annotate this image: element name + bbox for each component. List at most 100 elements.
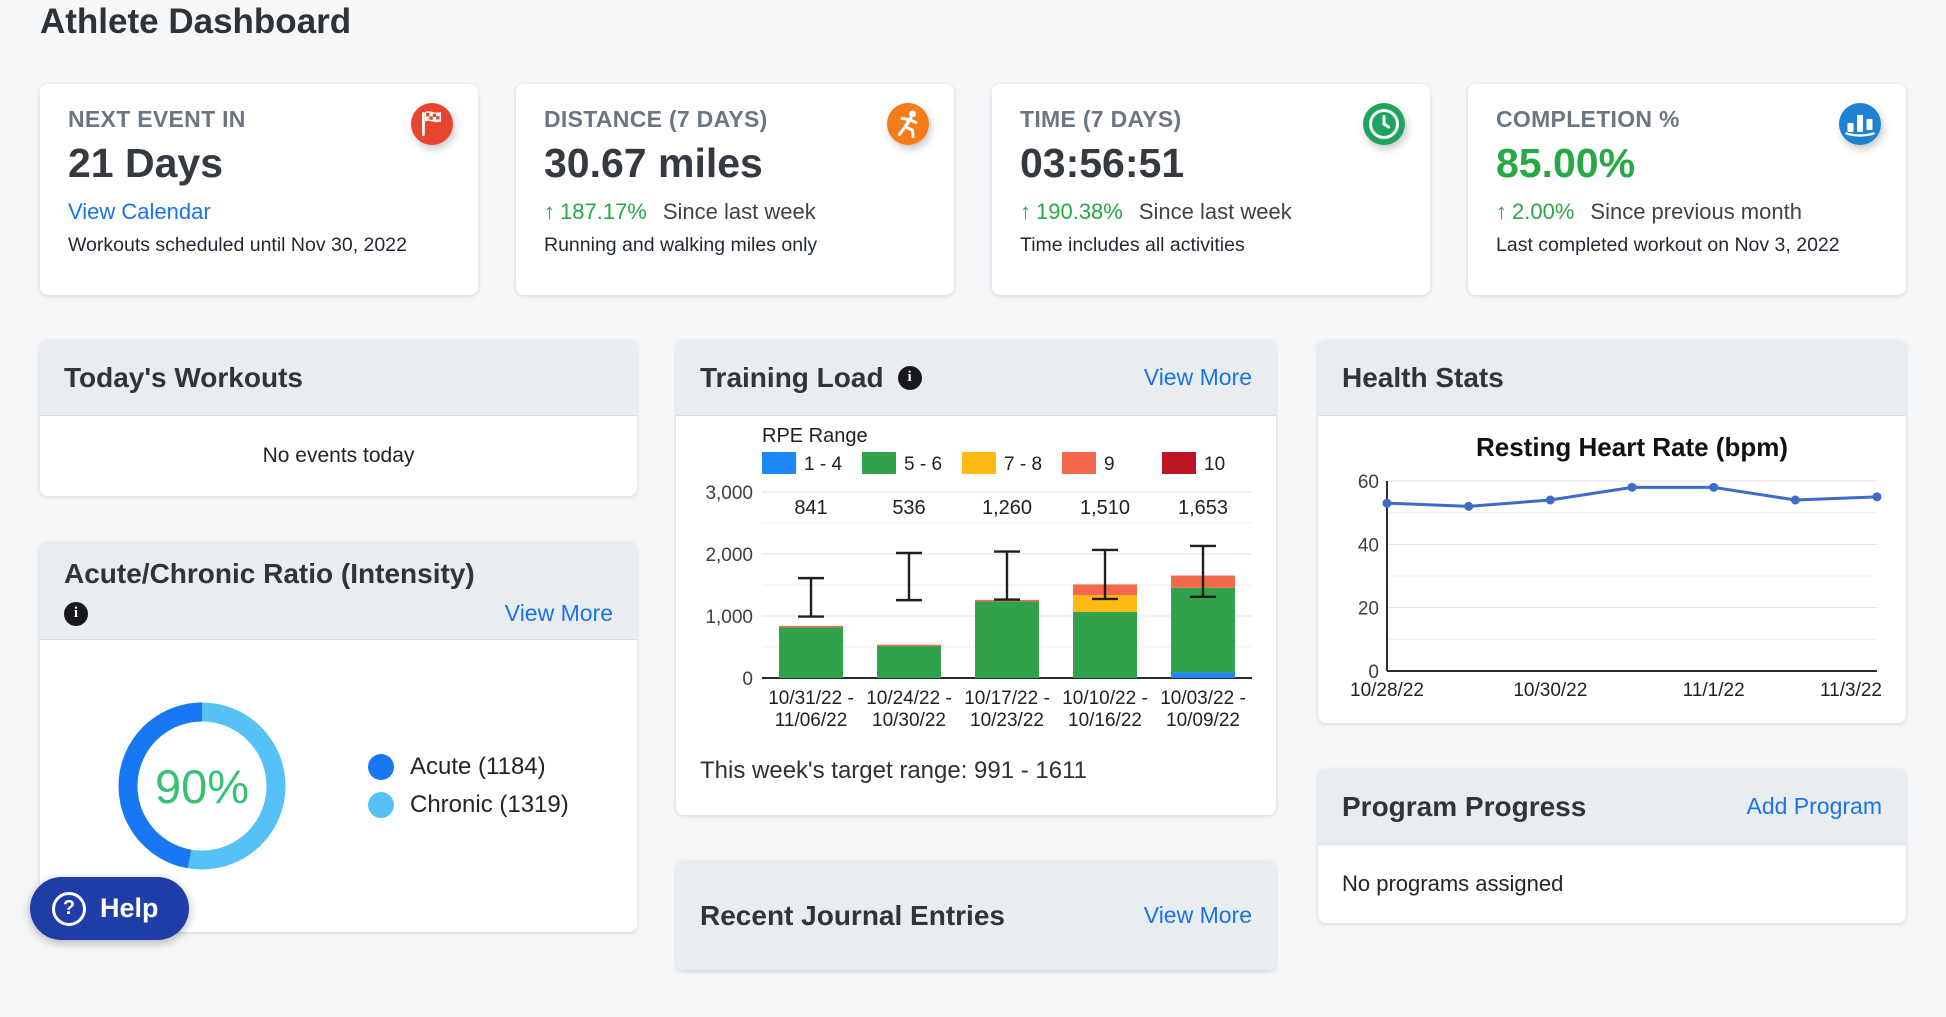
- resting-heart-rate-chart: Resting Heart Rate (bpm) 0 20 40 60 10/28/22 1…: [1350, 432, 1882, 701]
- svg-text:10/17/22 -: 10/17/22 -: [964, 688, 1050, 709]
- delta-note: Since previous month: [1590, 199, 1802, 225]
- legend-item-acute: Acute (1184): [368, 753, 569, 781]
- middle-column: Training Load i View More 0 1,000 2,000 3,0…: [676, 340, 1276, 1017]
- stat-label: DISTANCE (7 DAYS): [544, 106, 768, 132]
- chronic-dot-icon: [368, 792, 394, 818]
- stat-label: COMPLETION %: [1496, 106, 1680, 132]
- svg-text:10/30/22: 10/30/22: [872, 710, 946, 731]
- svg-text:Resting Heart Rate (bpm): Resting Heart Rate (bpm): [1476, 432, 1788, 462]
- stat-caption: Running and walking miles only: [544, 234, 818, 257]
- legend-item-chronic: Chronic (1319): [368, 791, 569, 819]
- program-progress-title: Program Progress: [1342, 790, 1587, 822]
- left-column: Today's Workouts No events today Acute/C…: [40, 340, 637, 978]
- delta-note: Since last week: [662, 199, 816, 225]
- svg-text:11/1/22: 11/1/22: [1683, 680, 1745, 701]
- finish-flag-icon: [410, 102, 454, 146]
- todays-workouts-title: Today's Workouts: [64, 361, 303, 393]
- info-icon[interactable]: i: [64, 601, 88, 626]
- stat-delta: ↑ 2.00% Since previous month: [1496, 199, 1878, 225]
- svg-text:10/24/22 -: 10/24/22 -: [866, 688, 952, 709]
- training-load-chart: 0 1,000 2,000 3,000 RPE Range 1 - 4 5 - 6 7 - 8…: [705, 425, 1252, 731]
- svg-text:1,260: 1,260: [982, 497, 1032, 519]
- program-progress-empty: No programs assigned: [1342, 871, 1564, 896]
- stat-caption: Time includes all activities: [1020, 234, 1245, 257]
- svg-text:10/30/22: 10/30/22: [1513, 680, 1587, 701]
- svg-text:3,000: 3,000: [705, 483, 753, 504]
- svg-text:7 - 8: 7 - 8: [1004, 454, 1042, 475]
- health-stats-card: Health Stats Resting Heart Rate (bpm) 0 20…: [1318, 340, 1906, 723]
- right-column: Health Stats Resting Heart Rate (bpm) 0 20…: [1318, 340, 1906, 969]
- info-icon[interactable]: i: [897, 365, 922, 390]
- help-label: Help: [100, 893, 159, 923]
- acute-chronic-title: Acute/Chronic Ratio (Intensity): [64, 558, 475, 589]
- delta-percent: 190.38%: [1036, 199, 1123, 225]
- legend-label: Acute (1184): [410, 753, 546, 780]
- svg-text:0: 0: [742, 669, 753, 690]
- stat-label: NEXT EVENT IN: [68, 106, 246, 132]
- svg-text:10/16/22: 10/16/22: [1068, 710, 1142, 731]
- stat-card-completion: COMPLETION % 85.00% ↑ 2.00% Since previo…: [1468, 84, 1906, 295]
- help-button[interactable]: ? Help: [30, 877, 189, 940]
- svg-text:10/28/22: 10/28/22: [1350, 680, 1424, 701]
- acute-chronic-donut-chart: 90%: [118, 702, 286, 870]
- stat-value: 03:56:51: [1020, 140, 1185, 186]
- stat-value: 21 Days: [68, 140, 224, 186]
- svg-text:2,000: 2,000: [705, 545, 753, 566]
- svg-text:11/06/22: 11/06/22: [775, 710, 848, 731]
- svg-text:40: 40: [1358, 535, 1379, 556]
- up-arrow-icon: ↑: [1020, 199, 1031, 225]
- question-mark-icon: ?: [52, 891, 86, 926]
- delta-note: Since last week: [1138, 199, 1292, 225]
- svg-text:10/31/22 -: 10/31/22 -: [768, 688, 854, 709]
- delta-percent: 187.17%: [560, 199, 647, 225]
- page-title: Athlete Dashboard: [40, 2, 352, 41]
- acute-chronic-card: Acute/Chronic Ratio (Intensity) i View M…: [40, 542, 637, 932]
- delta-percent: 2.00%: [1512, 199, 1575, 225]
- svg-text:10/23/22: 10/23/22: [970, 710, 1044, 731]
- acute-chronic-view-more-link[interactable]: View More: [504, 600, 613, 626]
- stat-delta: ↑ 190.38% Since last week: [1020, 199, 1402, 225]
- svg-text:10/03/22 -: 10/03/22 -: [1160, 688, 1246, 709]
- acute-dot-icon: [368, 754, 394, 780]
- svg-text:0: 0: [1368, 662, 1379, 683]
- donut-legend: Acute (1184) Chronic (1319): [368, 743, 569, 829]
- stat-card-time: TIME (7 DAYS) 03:56:51 ↑ 190.38% Since l…: [992, 84, 1430, 295]
- stats-row: NEXT EVENT IN 21 Days View Calendar Work…: [40, 84, 1906, 295]
- svg-text:841: 841: [794, 497, 827, 519]
- training-load-title: Training Load: [700, 361, 884, 393]
- svg-text:60: 60: [1358, 472, 1379, 493]
- clock-icon: [1362, 102, 1406, 146]
- svg-text:90%: 90%: [155, 760, 249, 813]
- svg-text:1,000: 1,000: [705, 607, 753, 628]
- svg-text:1,510: 1,510: [1080, 497, 1130, 519]
- stat-delta: ↑ 187.17% Since last week: [544, 199, 926, 225]
- todays-workouts-card: Today's Workouts No events today: [40, 340, 637, 496]
- program-progress-card: Program Progress Add Program No programs…: [1318, 769, 1906, 923]
- recent-journal-entries-card: Recent Journal Entries View More: [676, 861, 1276, 971]
- up-arrow-icon: ↑: [544, 199, 555, 225]
- stat-caption: Last completed workout on Nov 3, 2022: [1496, 234, 1840, 257]
- svg-text:1 - 4: 1 - 4: [804, 454, 842, 475]
- svg-text:9: 9: [1104, 454, 1115, 475]
- svg-text:536: 536: [892, 497, 925, 519]
- view-calendar-link[interactable]: View Calendar: [68, 199, 211, 225]
- stat-value: 85.00%: [1496, 140, 1636, 186]
- runner-icon: [886, 102, 930, 146]
- stat-card-distance: DISTANCE (7 DAYS) 30.67 miles ↑ 187.17% …: [516, 84, 954, 295]
- journal-title: Recent Journal Entries: [700, 899, 1005, 931]
- up-arrow-icon: ↑: [1496, 199, 1507, 225]
- svg-text:5 - 6: 5 - 6: [904, 454, 942, 475]
- todays-workouts-empty: No events today: [262, 444, 415, 467]
- svg-text:RPE Range: RPE Range: [762, 426, 868, 447]
- training-load-view-more-link[interactable]: View More: [1143, 364, 1252, 390]
- svg-text:11/3/22: 11/3/22: [1820, 680, 1882, 701]
- svg-text:20: 20: [1358, 599, 1379, 620]
- journal-view-more-link[interactable]: View More: [1143, 902, 1252, 928]
- add-program-link[interactable]: Add Program: [1746, 793, 1882, 819]
- health-stats-title: Health Stats: [1342, 361, 1504, 393]
- svg-text:10/09/22: 10/09/22: [1166, 710, 1240, 731]
- svg-text:10: 10: [1204, 454, 1225, 475]
- training-load-target-range: This week's target range: 991 - 1611: [700, 757, 1088, 784]
- stat-card-next-event: NEXT EVENT IN 21 Days View Calendar Work…: [40, 84, 478, 295]
- training-load-card: Training Load i View More 0 1,000 2,000 3,0…: [676, 340, 1276, 815]
